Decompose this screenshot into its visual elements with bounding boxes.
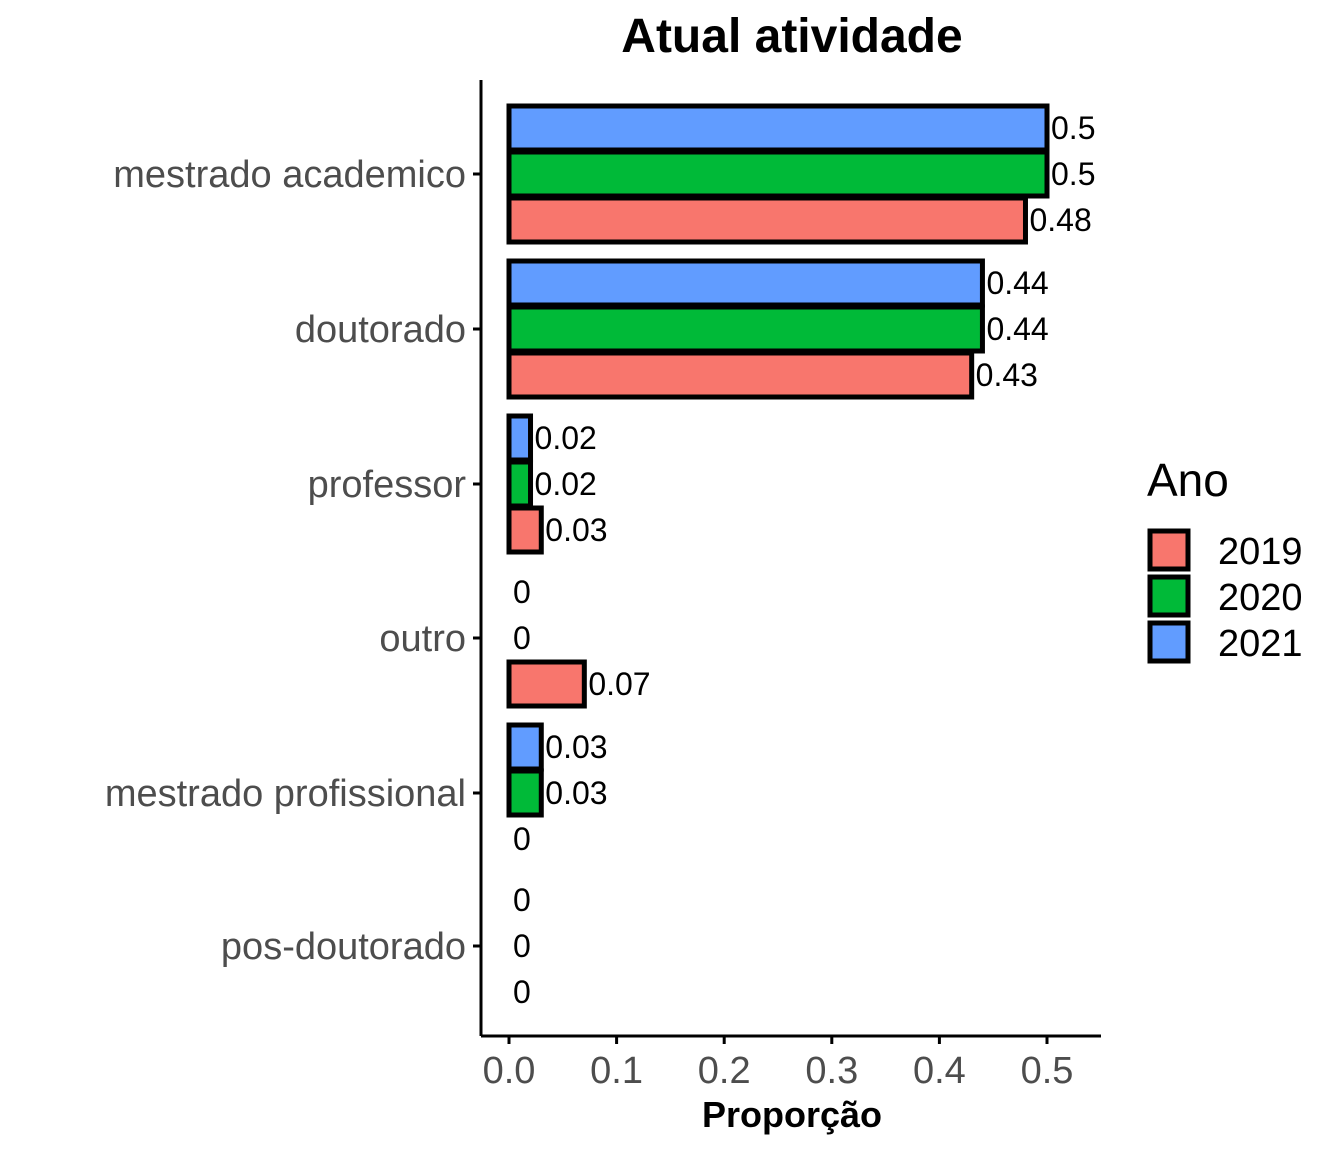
bar-2021-2 <box>506 413 534 463</box>
bar-2019-2 <box>506 505 544 555</box>
x-tick-label: 0.4 <box>913 1050 966 1092</box>
data-label-2021-5: 0 <box>513 882 531 918</box>
x-tick-label: 0.5 <box>1021 1050 1074 1092</box>
data-label-2020-5: 0 <box>513 928 531 964</box>
data-label-2020-3: 0 <box>513 620 531 656</box>
x-tick-label: 0.3 <box>805 1050 858 1092</box>
bar-2019-3 <box>506 659 587 709</box>
bar-2020-4 <box>506 768 544 818</box>
bar-2021-0 <box>506 103 1050 153</box>
y-tick-label: mestrado profissional <box>105 773 466 815</box>
data-label-2019-4: 0 <box>513 821 531 857</box>
legend-key-2021 <box>1147 620 1191 664</box>
data-label-2020-2: 0.02 <box>535 466 597 502</box>
bar-2021-4 <box>506 722 544 772</box>
y-tick-label: pos-doutorado <box>221 926 466 968</box>
legend-label-2019: 2019 <box>1218 531 1303 573</box>
data-label-2021-4: 0.03 <box>545 729 607 765</box>
chart-title: Atual atividade <box>621 10 962 63</box>
bar-2019-0 <box>506 195 1028 245</box>
data-label-2019-5: 0 <box>513 974 531 1010</box>
y-axis-ticks: mestrado academico doutorado professor outr… <box>105 154 481 968</box>
bar-2020-0 <box>506 149 1050 199</box>
x-tick-label: 0.0 <box>483 1050 536 1092</box>
data-label-2020-1: 0.44 <box>986 311 1048 347</box>
y-tick-label: professor <box>308 464 467 506</box>
legend-key-2020 <box>1147 574 1191 618</box>
bar-2019-1 <box>506 350 975 400</box>
data-labels-group: 0.480.50.50.430.440.440.030.020.020.0700… <box>513 110 1095 1010</box>
bar-2021-1 <box>506 258 985 308</box>
x-tick-label: 0.2 <box>698 1050 751 1092</box>
x-axis-ticks: 0.0 0.1 0.2 0.3 0.4 0.5 <box>483 1036 1074 1092</box>
legend-title: Ano <box>1147 454 1229 506</box>
data-label-2021-3: 0 <box>513 574 531 610</box>
data-label-2019-0: 0.48 <box>1029 202 1091 238</box>
legend-label-2021: 2021 <box>1218 623 1303 665</box>
legend-key-2019 <box>1147 528 1191 572</box>
legend-label-2020: 2020 <box>1218 577 1303 619</box>
data-label-2021-1: 0.44 <box>986 265 1048 301</box>
bar-2020-1 <box>506 304 985 354</box>
data-label-2020-0: 0.5 <box>1051 156 1095 192</box>
data-label-2019-2: 0.03 <box>545 512 607 548</box>
x-tick-label: 0.1 <box>590 1050 643 1092</box>
y-tick-label: doutorado <box>295 309 466 351</box>
data-label-2019-1: 0.43 <box>976 357 1038 393</box>
x-axis-title: Proporção <box>702 1094 882 1135</box>
data-label-2021-2: 0.02 <box>535 420 597 456</box>
data-label-2020-4: 0.03 <box>545 775 607 811</box>
data-label-2019-3: 0.07 <box>588 666 650 702</box>
data-label-2021-0: 0.5 <box>1051 110 1095 146</box>
y-tick-label: outro <box>379 618 466 660</box>
bar-2020-2 <box>506 459 534 509</box>
bars-group <box>506 103 1050 818</box>
y-tick-label: mestrado academico <box>113 154 466 196</box>
